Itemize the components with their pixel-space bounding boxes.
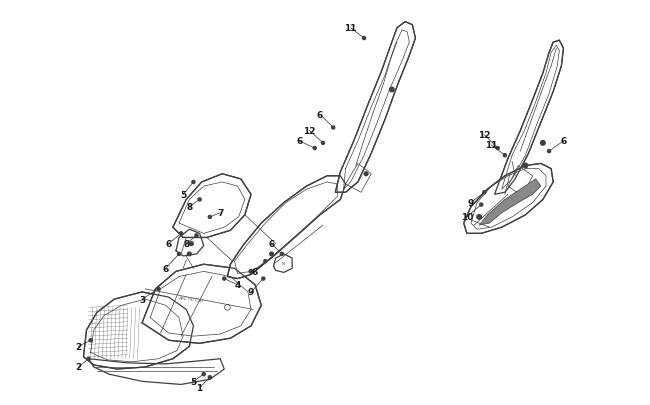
Circle shape [547,150,551,153]
Text: ARCTIC CAT: ARCTIC CAT [179,296,204,303]
Circle shape [202,373,205,376]
Text: 6: 6 [560,137,567,146]
Text: 9: 9 [468,198,474,207]
Circle shape [177,253,181,256]
Text: 12: 12 [304,127,316,136]
Circle shape [332,127,335,130]
Circle shape [364,173,368,176]
Circle shape [523,164,528,168]
Circle shape [321,142,324,145]
Text: 2: 2 [75,342,81,351]
Circle shape [480,204,483,207]
Circle shape [483,191,486,194]
Text: 9: 9 [248,288,254,297]
Circle shape [223,277,226,280]
Circle shape [503,154,506,158]
Circle shape [389,88,394,92]
Text: 8: 8 [183,239,189,249]
Text: 6: 6 [317,110,323,119]
Text: 11: 11 [344,24,357,33]
Circle shape [496,147,499,150]
Text: 6: 6 [296,137,302,146]
Text: 6: 6 [252,267,258,276]
Circle shape [179,232,183,235]
Text: 12: 12 [478,131,491,140]
Text: 2: 2 [75,362,81,371]
Polygon shape [495,41,564,195]
Circle shape [541,141,545,146]
Text: 5: 5 [180,190,187,199]
Circle shape [249,270,253,273]
Circle shape [157,288,160,291]
Polygon shape [83,292,194,369]
Circle shape [209,376,211,379]
Circle shape [313,147,317,150]
Polygon shape [335,23,415,193]
Circle shape [209,216,211,219]
Text: 3: 3 [139,295,145,304]
Circle shape [363,37,365,40]
Circle shape [192,181,195,184]
Polygon shape [173,174,251,238]
Circle shape [190,242,193,246]
Circle shape [262,277,265,280]
Circle shape [187,252,191,256]
Text: 8: 8 [186,202,192,211]
Text: N: N [281,262,284,266]
Polygon shape [479,179,541,226]
Text: 10: 10 [461,213,473,222]
Text: 6: 6 [162,264,169,273]
Circle shape [87,357,90,360]
Text: 5: 5 [190,377,196,386]
Text: 6: 6 [166,239,172,249]
Polygon shape [463,164,553,234]
Text: 1: 1 [196,383,203,392]
Circle shape [89,339,92,342]
Text: 11: 11 [486,141,498,150]
Circle shape [264,260,267,263]
Polygon shape [142,264,261,343]
Circle shape [195,234,198,237]
Circle shape [280,253,283,256]
Polygon shape [227,176,346,279]
Circle shape [477,215,482,220]
Text: 4: 4 [235,281,240,290]
Circle shape [270,252,274,256]
Circle shape [198,198,201,201]
Text: 6: 6 [268,239,275,249]
Text: 7: 7 [217,209,224,218]
